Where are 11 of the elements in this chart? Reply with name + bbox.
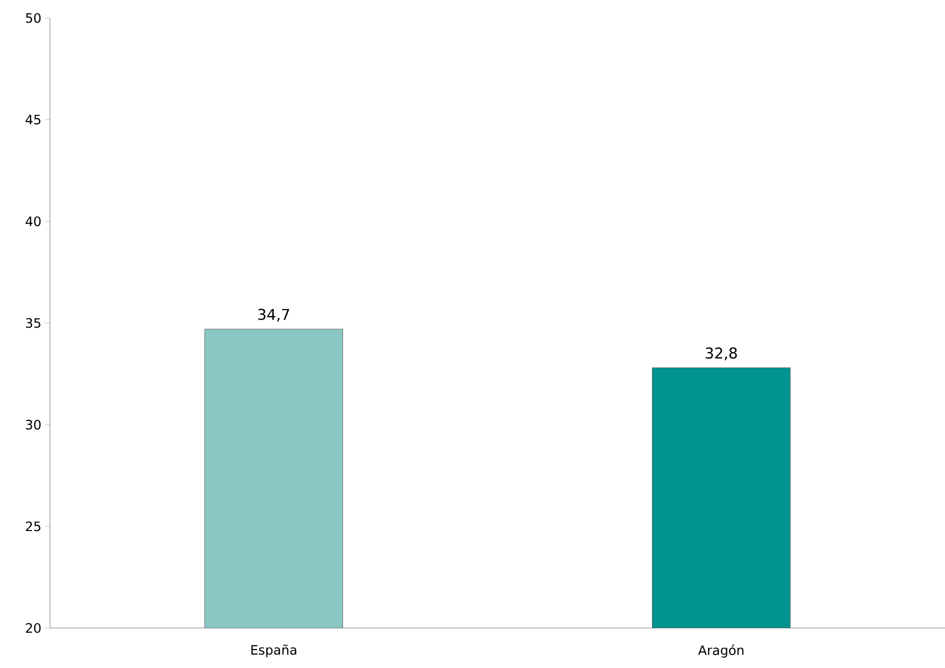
y-tick-label: 45 [26,114,40,124]
x-tick-label: Aragón [698,644,744,658]
y-tick-label: 30 [26,420,41,430]
data-label: 32,8 [706,347,737,360]
y-tick-label: 35 [26,318,40,328]
y-tick-label: 40 [26,216,41,226]
y-tick-label: 20 [26,623,41,633]
y-tick-label: 50 [26,13,41,23]
x-tick-label: España [251,644,296,658]
data-label: 34,7 [258,308,290,322]
y-tick-label: 25 [26,521,40,532]
